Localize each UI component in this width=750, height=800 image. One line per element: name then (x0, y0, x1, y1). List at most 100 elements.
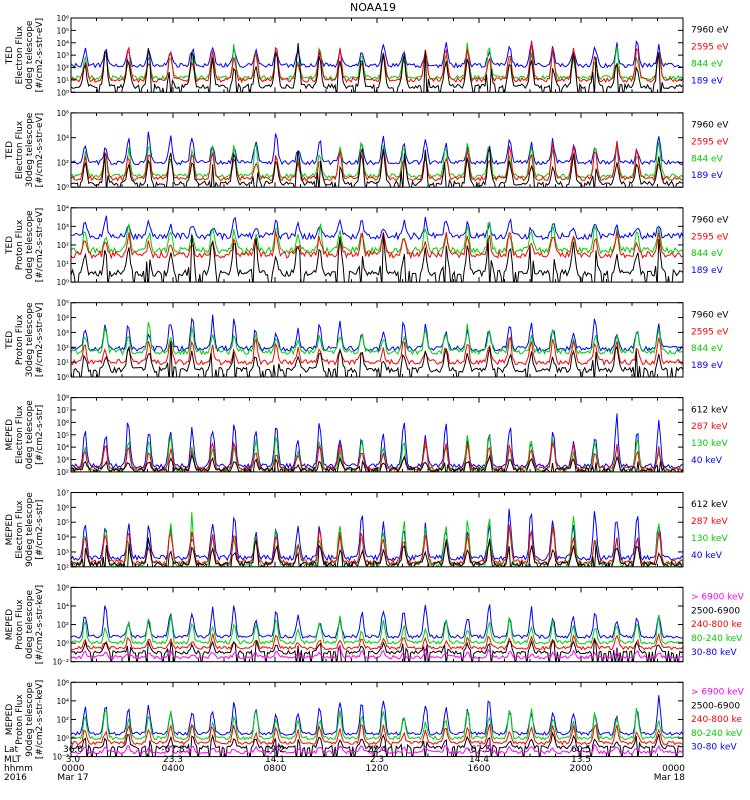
y-tick-label: 10² (56, 158, 69, 167)
y-tick-label: 10⁵ (56, 299, 69, 308)
legend-entry: 130 keV (691, 534, 728, 544)
y-axis-label: [#/cm2-s-str-keV] (35, 680, 45, 759)
y-axis-label: MEPED (5, 704, 15, 736)
series-line (71, 615, 683, 645)
panel-8: 10⁻² 10⁰ 10² 10⁴ 10⁶ MEPED Proton Flux 90deg te… (5, 678, 745, 761)
y-axis-label: TED (5, 331, 15, 350)
legend-entry: 7960 eV (691, 310, 729, 320)
x-row-label: hhmm (4, 764, 33, 774)
y-tick-label: 10³ (56, 548, 69, 557)
y-axis-label: Proton Flux (15, 219, 25, 270)
legend-entry: 189 eV (691, 76, 724, 86)
legend-entry: 2500-6900 (691, 701, 740, 711)
legend-entry: 189 eV (691, 266, 724, 276)
series-line (71, 232, 683, 283)
x-tick-label: 13.5 (571, 755, 591, 765)
y-tick-label: 10³ (56, 456, 69, 465)
legend-entry: 7960 eV (691, 26, 729, 36)
y-axis-label: MEPED (5, 609, 15, 641)
y-axis-label: 0deg telescope (25, 20, 35, 90)
y-tick-label: 10⁶ (56, 418, 69, 427)
y-tick-label: 10³ (56, 51, 69, 60)
series-line (71, 131, 683, 166)
y-tick-label: 10⁻² (52, 753, 69, 762)
series-line (71, 508, 683, 562)
legend-entry: 189 eV (691, 171, 724, 181)
panel-4: 10⁰ 10¹ 10² 10³ 10⁴ 10⁵ TED Proton Flux 30deg te… (5, 299, 729, 382)
legend-entry: 40 keV (691, 551, 723, 561)
y-axis-label: 0deg telescope (25, 400, 35, 470)
y-tick-label: 10⁷ (56, 406, 69, 415)
y-tick-label: 10¹ (56, 76, 69, 85)
y-tick-label: 10³ (56, 328, 69, 337)
series-line (71, 604, 683, 640)
x-tick-label: 0000 (62, 764, 85, 774)
y-axis-label: [#/cm2-s-str-eV] (35, 208, 45, 283)
legend-entry: 2595 eV (691, 327, 729, 337)
x-tick-label: 1200 (366, 764, 389, 774)
series-line (71, 632, 683, 651)
x-tick-label: 23.3 (163, 755, 183, 765)
y-axis-label: 0deg telescope (25, 590, 35, 660)
y-tick-label: 10² (56, 241, 69, 250)
x-tick-label: 3.0 (66, 755, 81, 765)
y-tick-label: 10⁰ (56, 278, 69, 287)
legend-entry: 287 keV (691, 517, 728, 527)
series-line (71, 230, 683, 260)
series-line (71, 322, 683, 356)
y-axis-label: Electron Flux (15, 500, 25, 559)
y-tick-label: 10² (56, 343, 69, 352)
y-axis-label: [#/cm2-s-str-eV] (35, 113, 45, 188)
y-tick-label: 10⁵ (56, 26, 69, 35)
x-tick-label: 0800 (264, 764, 287, 774)
legend-entry: 844 eV (691, 249, 724, 259)
panel-frame (70, 207, 684, 283)
legend-entry: 189 eV (691, 361, 724, 371)
x-tick-label: -67.5 (467, 745, 490, 755)
series-line (71, 141, 683, 180)
x-tick-label: 1600 (468, 764, 491, 774)
y-axis-label: [#/cm2-s-str] (35, 500, 45, 560)
legend-entry: 2595 eV (691, 232, 729, 242)
panel-frame (70, 586, 684, 663)
y-tick-label: 10⁰ (56, 373, 69, 382)
y-tick-label: 10⁰ (56, 88, 69, 97)
y-tick-label: 10² (56, 468, 69, 477)
y-tick-label: 10⁶ (56, 503, 69, 512)
series-line (71, 723, 683, 746)
y-tick-label: 10⁴ (56, 697, 69, 706)
panel-7: 10⁻² 10⁰ 10² 10⁴ 10⁶ MEPED Proton Flux 0deg tel… (5, 583, 745, 666)
y-tick-label: 10⁵ (56, 431, 69, 440)
y-axis-label: Electron Flux (15, 120, 25, 179)
legend-entry: 240-800 ke (691, 620, 742, 630)
panel-frame (70, 302, 684, 378)
series-line (71, 695, 683, 736)
panel-6: 10² 10³ 10⁴ 10⁵ 10⁶ 10⁷ MEPED Electron Flux 90de… (5, 489, 728, 572)
y-axis-label: Electron Flux (15, 25, 25, 84)
series-line (71, 638, 683, 662)
y-axis-label: 90deg telescope (25, 682, 35, 757)
y-tick-label: 10⁶ (56, 14, 69, 23)
series-line (71, 221, 683, 255)
y-tick-label: 10² (56, 64, 69, 73)
legend-entry: 240-800 ke (691, 715, 742, 725)
series-line (71, 707, 683, 741)
x-tick-label: 0400 (162, 764, 185, 774)
y-axis-label: [#/cm2-s-str-keV] (35, 585, 45, 664)
y-tick-label: 10⁴ (56, 443, 69, 452)
series-line (71, 215, 683, 241)
y-tick-label: 10³ (56, 222, 69, 231)
series-line (71, 512, 683, 567)
y-axis-label: [#/cm2-s-str-eV] (35, 18, 45, 93)
y-tick-label: 10² (56, 715, 69, 724)
y-tick-label: 10⁵ (56, 518, 69, 527)
x-tick-label: 2000 (570, 764, 593, 774)
y-tick-label: 10⁰ (56, 639, 69, 648)
y-tick-label: 10¹ (56, 260, 69, 269)
legend-entry: 844 eV (691, 59, 724, 69)
y-tick-label: 10⁴ (56, 204, 69, 213)
series-line (71, 413, 683, 470)
x-tick-label: 25.4 (367, 745, 387, 755)
